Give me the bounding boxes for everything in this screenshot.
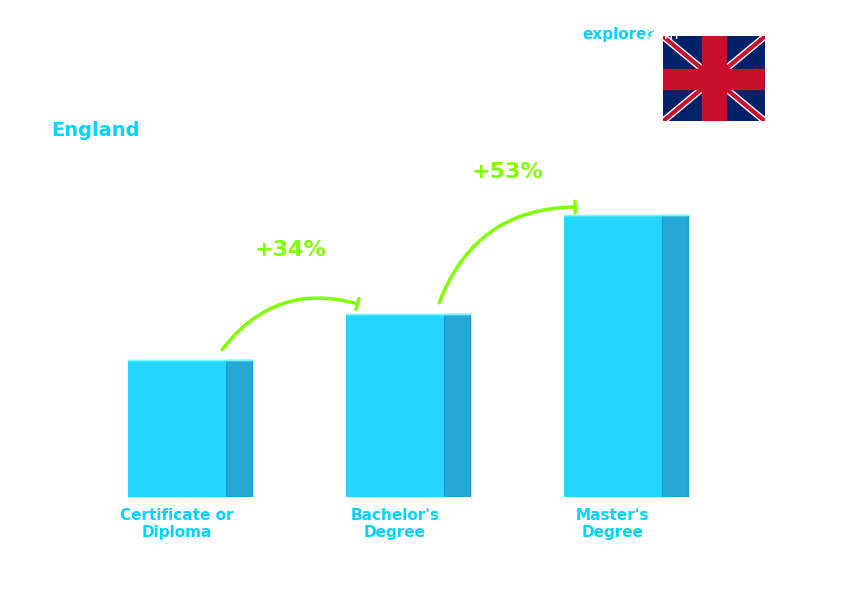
Text: Salary Comparison By Education: Salary Comparison By Education (51, 42, 608, 72)
Bar (663, 68, 765, 89)
Bar (706, 36, 722, 121)
Bar (663, 74, 765, 84)
Bar (708, 36, 720, 121)
Bar (128, 360, 226, 497)
Polygon shape (661, 215, 688, 497)
Text: explorer: explorer (582, 27, 654, 42)
Text: England: England (51, 121, 139, 140)
Polygon shape (444, 313, 470, 497)
Bar (346, 313, 444, 497)
Text: 82,100 GBP: 82,100 GBP (121, 335, 212, 348)
Text: salary: salary (527, 27, 580, 42)
Bar (663, 72, 765, 85)
Text: Average Yearly Salary: Average Yearly Salary (819, 242, 829, 364)
Text: .com: .com (642, 27, 679, 42)
Text: Research Engineer: Research Engineer (51, 85, 234, 104)
Text: 169,000 GBP: 169,000 GBP (552, 190, 652, 204)
Text: 110,000 GBP: 110,000 GBP (334, 288, 434, 302)
Text: +34%: +34% (254, 240, 326, 261)
Polygon shape (226, 360, 252, 497)
Bar (564, 215, 661, 497)
Bar (702, 36, 726, 121)
Text: +53%: +53% (472, 162, 544, 182)
